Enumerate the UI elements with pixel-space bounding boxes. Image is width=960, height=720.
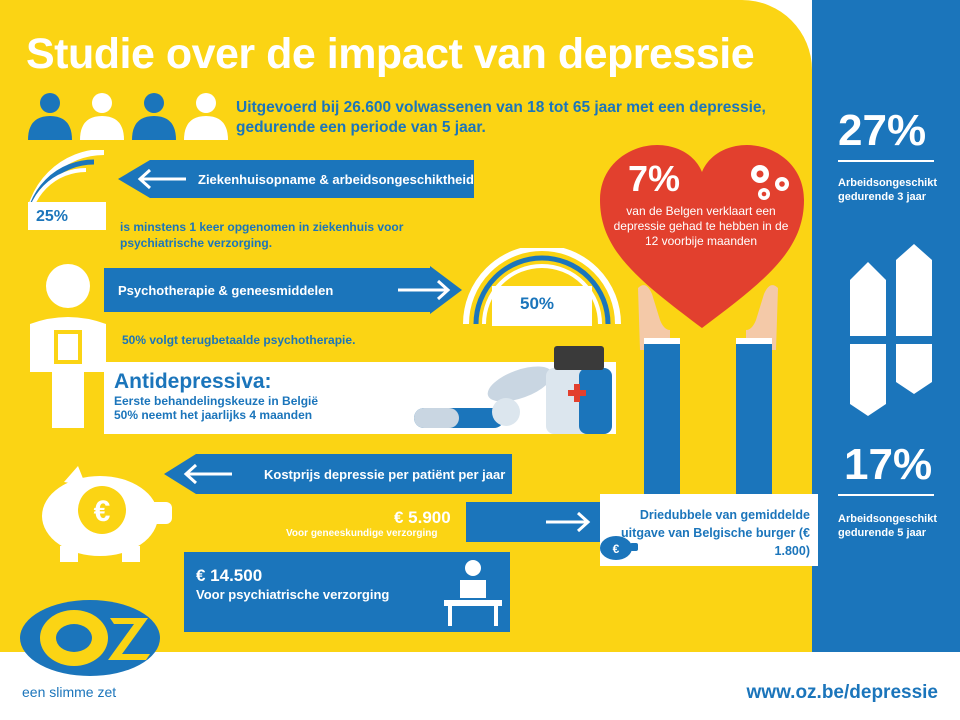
pills-icon [414,346,612,434]
doctor-icon [30,264,106,428]
antidepressants-line2: 50% neemt het jaarlijks 4 maanden [114,408,313,422]
psycho-bar: Psychotherapie & geneesmiddelen [104,268,430,312]
side-stat1-percent: 27% [838,106,927,155]
medical-amount: € 5.900 [394,508,451,527]
heart-percent: 7% [628,158,681,199]
svg-text:€: € [613,542,620,556]
hospital-bar-label: Ziekenhuisopname & arbeidsongeschiktheid [198,171,474,187]
hospital-description: is minstens 1 keer opgenomen in ziekenhu… [120,220,404,250]
side-stat1-divider [838,160,934,162]
arrow-left-icon [164,454,232,494]
piggy-bank-icon: € [42,466,172,562]
svg-text:€: € [94,495,111,528]
psycho-percent: 50% [520,294,555,313]
oz-logo [20,600,160,676]
psych-amount: € 14.500 [196,566,263,585]
hospital-bar: Ziekenhuisopname & arbeidsongeschiktheid [150,160,474,198]
slogan: een slimme zet [22,684,117,700]
arrow-left-icon [118,160,186,198]
heart-text: van de Belgen verklaart een depressie ge… [613,204,789,248]
antidepressants-title: Antidepressiva: [114,370,272,393]
compare-box [600,494,818,566]
hands-icon [638,285,778,500]
side-stat1-text: Arbeidsongeschikt gedurende 3 jaar [838,177,938,203]
heart-icon [600,144,804,328]
page-title: Studie over de impact van depressie [26,30,755,78]
footer-url[interactable]: www.oz.be/depressie [746,682,938,703]
arrow-right-icon [398,266,462,314]
small-piggy-icon: € [600,536,638,560]
psycho-description: 50% volgt terugbetaalde psychotherapie. [122,333,356,347]
side-stat2-divider [838,494,934,496]
intro-text: Uitgevoerd bij 26.600 volwassenen van 18… [236,99,766,136]
arrow-right-icon [546,511,591,533]
cost-bar-label: Kostprijs depressie per patiënt per jaar [264,466,506,482]
gauge-50 [463,248,621,326]
psycho-bar-label: Psychotherapie & geneesmiddelen [118,282,334,298]
medical-label: Voor geneeskundige verzorging [286,528,438,539]
side-stat2-text: Arbeidsongeschikt gedurende 5 jaar [838,513,938,539]
compare-text: Driedubbele van gemiddelde uitgave van B… [621,508,810,558]
side-stat2-percent: 17% [844,440,933,489]
cost-bar: Kostprijs depressie per patiënt per jaar [196,454,512,494]
patient-icon [444,560,502,626]
crutches-icon [850,244,932,416]
psych-cost-box [184,552,510,632]
hospital-percent: 25% [36,208,69,225]
people-icon [28,93,228,140]
psych-label: Voor psychiatrische verzorging [196,587,390,602]
gauge-25 [28,150,106,230]
antidepressants-line1: Eerste behandelingskeuze in België [114,394,319,408]
